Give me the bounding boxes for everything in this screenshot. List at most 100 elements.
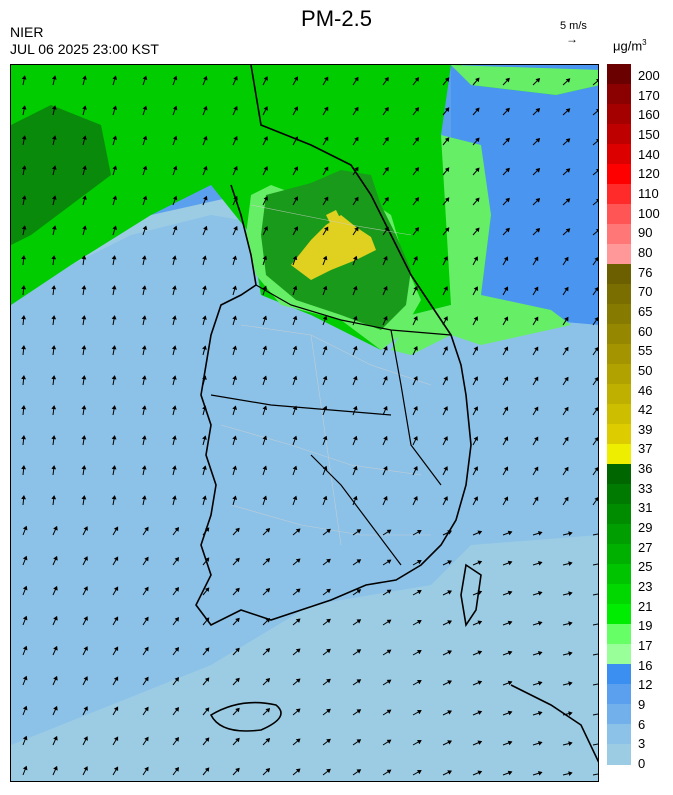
wind-arrow-head bbox=[444, 137, 450, 142]
wind-vectors bbox=[21, 75, 598, 776]
admin-boundaries bbox=[220, 204, 432, 546]
wind-arrow-head bbox=[204, 527, 210, 532]
wind-arrow-head bbox=[202, 285, 207, 290]
wind-arrow-head bbox=[235, 707, 240, 713]
wind-arrow-head bbox=[444, 167, 450, 172]
legend-label: 140 bbox=[638, 146, 660, 162]
legend-label: 29 bbox=[638, 520, 653, 536]
wind-arrow-head bbox=[534, 436, 539, 442]
legend-swatch bbox=[607, 564, 631, 585]
wind-arrow-head bbox=[594, 347, 598, 352]
wind-arrow-head bbox=[113, 736, 119, 742]
wind-arrow-head bbox=[323, 226, 329, 232]
wind-arrow-head bbox=[326, 738, 331, 744]
wind-arrow-head bbox=[51, 495, 57, 500]
wind-arrow-head bbox=[293, 136, 299, 141]
legend-swatch bbox=[607, 484, 631, 505]
wind-arrow-head bbox=[565, 168, 571, 173]
wind-arrow-head bbox=[22, 555, 28, 561]
wind-arrow-head bbox=[326, 558, 331, 564]
wind-arrow-head bbox=[22, 525, 28, 531]
wind-arrow-head bbox=[323, 106, 329, 112]
wind-arrow-head bbox=[444, 197, 450, 202]
wind-arrow-head bbox=[292, 405, 298, 411]
wind-arrow-head bbox=[383, 405, 388, 411]
wind-arrow-head bbox=[22, 675, 28, 681]
wind-arrow-head bbox=[473, 286, 478, 291]
wind-arrow-head bbox=[534, 256, 539, 262]
wind-arrow-head bbox=[111, 285, 117, 290]
wind-arrow-head bbox=[447, 680, 452, 685]
wind-arrow-row bbox=[21, 75, 598, 776]
wind-arrow-head bbox=[53, 765, 58, 771]
wind-arrow-head bbox=[81, 405, 87, 410]
wind-arrow-head bbox=[265, 528, 271, 533]
legend-swatch bbox=[607, 684, 631, 705]
wind-arrow-head bbox=[112, 165, 118, 171]
wind-arrow-head bbox=[417, 559, 422, 565]
wind-arrow-head bbox=[21, 315, 27, 320]
wind-arrow-head bbox=[295, 678, 301, 683]
legend-label: 160 bbox=[638, 107, 660, 123]
wind-arrow-head bbox=[565, 108, 571, 113]
wind-arrow-head bbox=[232, 375, 238, 381]
wind-arrow-head bbox=[386, 529, 392, 534]
wind-arrow-head bbox=[354, 196, 359, 202]
wind-arrow-head bbox=[564, 256, 569, 262]
wind-arrow bbox=[592, 653, 598, 656]
wind-arrow-head bbox=[417, 649, 422, 655]
wind-arrow-head bbox=[443, 316, 448, 321]
wind-arrow-head bbox=[535, 168, 541, 173]
wind-arrow-head bbox=[383, 315, 388, 321]
legend-label: 76 bbox=[638, 264, 653, 280]
wind-arrow-head bbox=[174, 587, 179, 592]
wind-arrow-head bbox=[51, 465, 57, 470]
wind-arrow-head bbox=[83, 616, 88, 621]
wind-arrow-head bbox=[263, 166, 268, 171]
wind-arrow-head bbox=[202, 465, 207, 470]
wind-arrow-head bbox=[534, 496, 539, 502]
wind-arrow-head bbox=[233, 195, 238, 201]
wind-arrow-head bbox=[477, 530, 483, 535]
wind-arrow-head bbox=[356, 679, 362, 684]
legend-swatch bbox=[607, 624, 631, 645]
wind-arrow-head bbox=[144, 766, 149, 772]
wind-arrow-head bbox=[535, 228, 541, 233]
legend-swatch bbox=[607, 404, 631, 425]
wind-arrow-head bbox=[323, 196, 329, 202]
wind-arrow-head bbox=[443, 406, 448, 411]
wind-arrow-head bbox=[568, 651, 573, 656]
wind-arrow-head bbox=[265, 708, 271, 713]
wind-arrow-head bbox=[594, 317, 598, 322]
wind-arrow-head bbox=[174, 737, 179, 742]
wind-arrow-head bbox=[51, 195, 57, 200]
wind-arrow-head bbox=[83, 736, 88, 741]
wind-arrow-head bbox=[51, 165, 57, 170]
wind-arrow-head bbox=[503, 286, 509, 292]
wind-arrow-head bbox=[295, 738, 301, 743]
wind-arrow-head bbox=[292, 315, 298, 321]
legend-label: 0 bbox=[638, 756, 646, 771]
wind-arrow-head bbox=[113, 586, 119, 592]
wind-arrow-head bbox=[203, 135, 208, 141]
wind-arrow-head bbox=[233, 75, 238, 81]
wind-arrow-head bbox=[144, 526, 149, 532]
wind-arrow-head bbox=[564, 466, 569, 472]
legend-swatch bbox=[607, 184, 631, 205]
wind-arrow-head bbox=[144, 706, 149, 712]
wind-arrow-head bbox=[144, 556, 149, 562]
wind-arrow-head bbox=[477, 650, 483, 655]
wind-arrow-head bbox=[477, 560, 483, 565]
wind-arrow-head bbox=[503, 496, 509, 502]
province-boundaries bbox=[210, 284, 452, 566]
legend-swatch bbox=[607, 444, 631, 465]
unit-exponent: 3 bbox=[642, 38, 647, 47]
wind-arrow-head bbox=[565, 138, 571, 143]
pm25-map bbox=[10, 64, 599, 782]
wind-arrow-head bbox=[473, 376, 478, 381]
wind-arrow-head bbox=[111, 495, 117, 500]
wind-arrow-head bbox=[113, 556, 119, 562]
wind-arrow-head bbox=[534, 466, 539, 472]
wind-arrow-head bbox=[443, 256, 448, 261]
wind-arrow-head bbox=[537, 621, 543, 626]
